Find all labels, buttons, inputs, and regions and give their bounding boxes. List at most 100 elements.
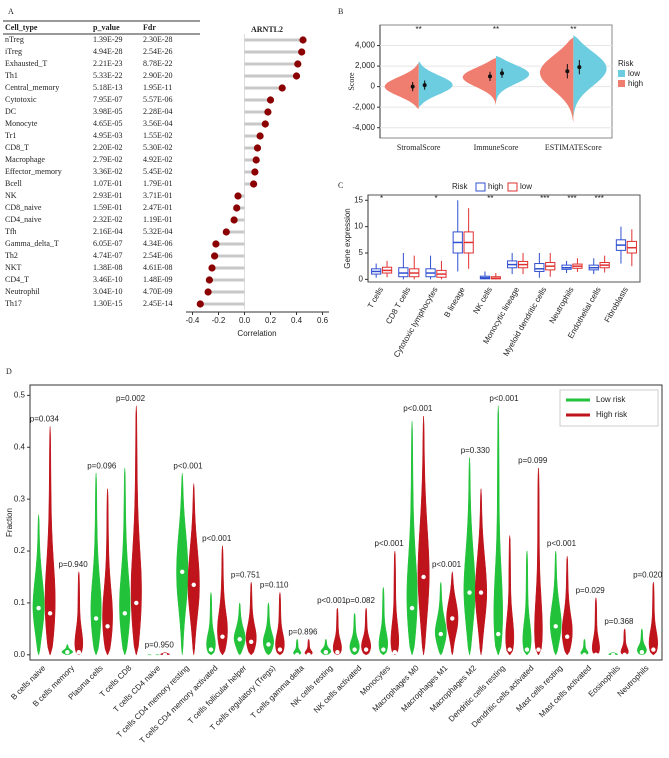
median-point <box>134 600 139 606</box>
significance: ** <box>493 25 499 34</box>
median-point <box>180 569 185 574</box>
violin <box>44 426 56 656</box>
violin <box>378 587 389 656</box>
legend-swatch <box>618 70 625 77</box>
p-value: 6.05E-07 <box>93 239 123 248</box>
violin <box>475 488 488 656</box>
lollipop-dot <box>253 144 262 152</box>
legend-label: Low risk <box>596 395 626 404</box>
p-value: 1.30E-15 <box>93 299 123 308</box>
median-point <box>93 616 99 621</box>
fdr: 4.61E-08 <box>143 263 173 272</box>
legend-title: Risk <box>452 182 469 191</box>
violin <box>74 571 84 656</box>
y-tick-label: 0.1 <box>14 598 26 607</box>
fdr: 1.55E-02 <box>143 131 173 140</box>
violin <box>446 571 459 656</box>
fdr: 5.30E-02 <box>143 143 173 152</box>
p-value: 3.36E-02 <box>93 167 123 176</box>
cell-type: Neutrophil <box>5 287 40 296</box>
lollipop-dot <box>212 240 220 248</box>
violin <box>102 488 113 656</box>
plot-title: ARNTL2 <box>251 25 283 34</box>
fdr: 5.57E-06 <box>143 95 173 104</box>
p-value: 2.93E-01 <box>93 191 123 200</box>
violin-half <box>573 35 607 118</box>
category-label: NK cells <box>471 286 493 316</box>
violin <box>119 467 131 656</box>
median-point <box>651 647 656 652</box>
x-tick-label: 0.4 <box>291 316 303 325</box>
median-point <box>151 652 156 658</box>
cell-type: nTreg <box>5 35 24 44</box>
fdr: 2.47E-01 <box>143 203 173 212</box>
median-point <box>450 616 455 621</box>
lollipop-dot <box>278 84 286 92</box>
p-value: p=0.082 <box>346 596 376 605</box>
cell-type: Th17 <box>5 299 22 308</box>
violin <box>245 581 257 656</box>
p-value: 3.46E-10 <box>93 275 123 284</box>
lollipop-dot <box>251 168 259 176</box>
mean-point <box>410 84 415 89</box>
violin-half <box>539 37 574 123</box>
violin-half <box>418 60 453 108</box>
p-value: p=0.950 <box>145 640 175 649</box>
p-value: 4.65E-05 <box>93 119 123 128</box>
legend-swatch <box>475 182 486 192</box>
violin <box>620 628 629 656</box>
fdr: 2.28E-04 <box>143 107 173 116</box>
median-point <box>306 652 311 658</box>
p-value: 4.94E-28 <box>93 47 123 56</box>
cell-type: Exhausted_T <box>5 59 47 68</box>
cell-type: CD8_naive <box>5 203 42 212</box>
p-value: p=0.029 <box>576 586 606 595</box>
cell-type: Cytotoxic <box>5 95 37 104</box>
p-value: 5.33E-22 <box>93 71 123 80</box>
legend-box <box>559 389 659 427</box>
box <box>398 267 409 278</box>
violin <box>591 597 600 656</box>
y-tick-label: 4,000 <box>355 41 376 50</box>
median-point <box>335 650 340 655</box>
cell-type: CD4_naive <box>5 215 42 224</box>
lollipop-dot <box>233 204 241 212</box>
category-label: CD8 T cells <box>384 286 412 326</box>
median-point <box>565 634 570 639</box>
category-label: Neutrophils <box>616 664 651 699</box>
cell-type: Central_memory <box>5 83 59 92</box>
median-point <box>438 631 443 637</box>
violin-half <box>384 63 419 110</box>
category-label: ImmuneScore <box>474 143 519 152</box>
violin <box>130 405 142 656</box>
p-value: 2.21E-23 <box>93 59 123 68</box>
violin <box>90 472 102 656</box>
mean-point <box>500 71 504 76</box>
significance: ** <box>487 194 493 203</box>
p-value: 2.79E-02 <box>93 155 123 164</box>
lollipop-dot <box>230 216 238 224</box>
p-value: 2.20E-02 <box>93 143 123 152</box>
cell-type: Effector_memory <box>5 167 62 176</box>
median-point <box>191 582 196 587</box>
p-value: p=0.940 <box>59 560 89 569</box>
violin <box>32 514 45 656</box>
lollipop-dot <box>292 72 301 80</box>
p-value: p=0.896 <box>288 627 318 636</box>
y-tick-label: 0.2 <box>14 546 26 555</box>
fdr: 5.45E-02 <box>143 167 173 176</box>
y-axis-label: Score <box>347 72 356 91</box>
median-point <box>323 650 329 655</box>
cell-type: Bcell <box>5 179 23 188</box>
significance: ** <box>570 25 576 34</box>
violin <box>406 421 418 656</box>
y-tick-label: 15 <box>354 195 363 204</box>
significance: *** <box>567 194 576 203</box>
legend-label: low <box>520 182 532 191</box>
cell-type: Monocyte <box>5 119 38 128</box>
panel-label: C <box>338 181 343 190</box>
violin <box>262 602 274 656</box>
fdr: 3.71E-01 <box>143 191 173 200</box>
y-tick-label: 0 <box>371 82 376 91</box>
x-tick-label: 0.2 <box>265 316 277 325</box>
